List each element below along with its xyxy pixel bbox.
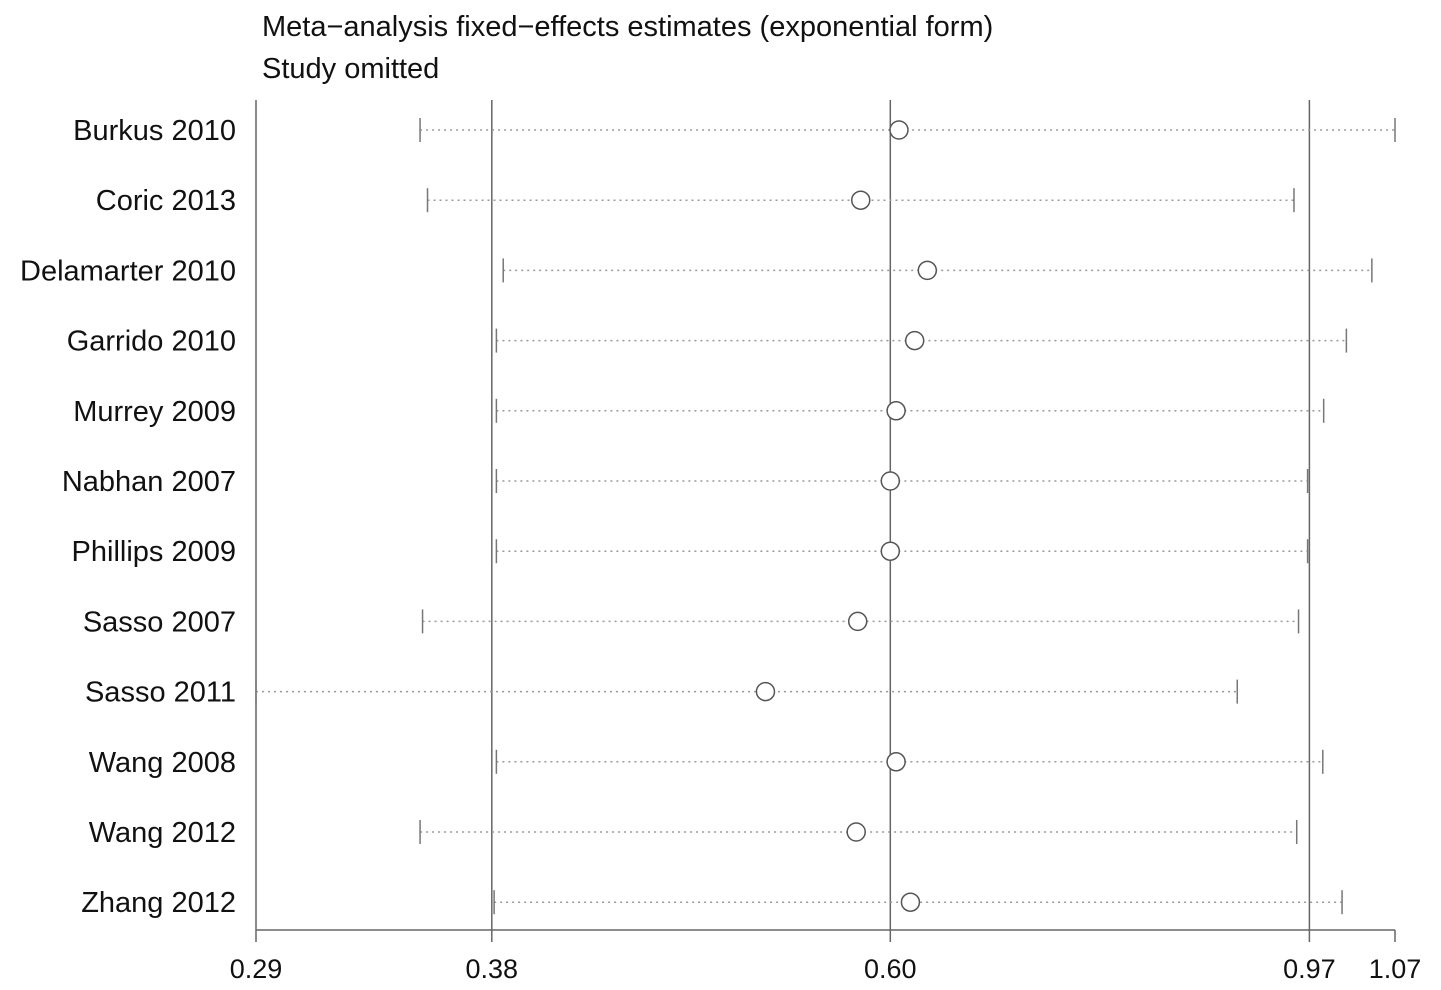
x-tick-label: 0.97 [1283,954,1336,984]
estimate-point [917,260,938,281]
estimate-point [889,120,909,140]
estimate-point [847,611,868,632]
chart-title: Meta−analysis fixed−effects estimates (e… [262,11,993,43]
study-label: Sasso 2007 [83,606,236,638]
study-label: Burkus 2010 [73,115,236,147]
study-label: Zhang 2012 [81,887,236,919]
plot-area: 0.29 0.38 0.60 0.97 1.07 Burkus 2010 Coric 201… [20,100,1421,984]
study-label: Delamarter 2010 [20,255,236,287]
x-tick-label: 1.07 [1369,954,1422,984]
x-tick-label: 0.29 [230,954,283,984]
study-label: Garrido 2010 [67,326,236,358]
estimate-point [886,752,906,772]
estimate-point [880,541,901,561]
x-tick-label: 0.60 [864,954,917,984]
study-label: Wang 2008 [89,747,236,779]
estimate-point [900,892,921,912]
estimate-point [880,471,901,491]
estimate-point [886,401,906,421]
study-label: Wang 2012 [89,817,236,849]
estimate-point [755,681,776,702]
x-tick-label: 0.38 [466,954,519,984]
estimate-point [904,330,925,351]
study-label: Sasso 2011 [85,677,236,709]
study-label: Coric 2013 [96,185,236,217]
study-label: Murrey 2009 [73,396,236,428]
study-label: Phillips 2009 [72,536,236,568]
chart-subtitle: Study omitted [262,53,439,85]
estimate-point [850,190,871,210]
study-label: Nabhan 2007 [62,466,236,498]
estimate-point [846,822,866,842]
